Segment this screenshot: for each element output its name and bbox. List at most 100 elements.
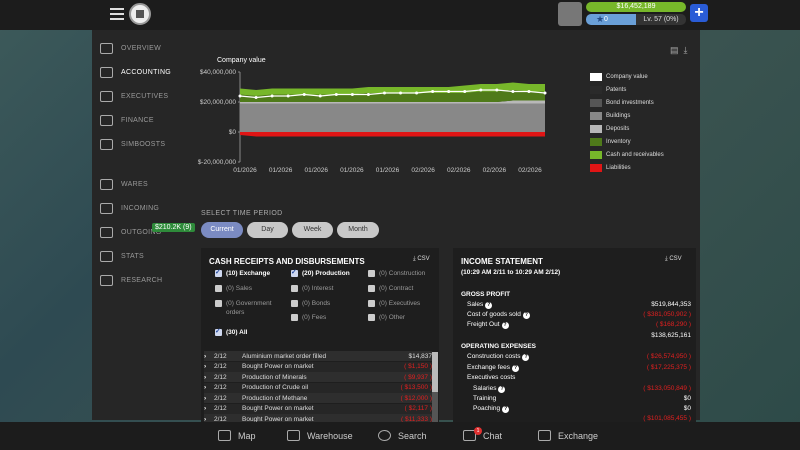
filter-checkbox[interactable]: (0) Sales [215, 284, 252, 293]
legend-item[interactable]: Bond investments [590, 96, 664, 109]
flask-icon [100, 274, 113, 286]
row-date: 2/12 [214, 373, 227, 381]
legend-item[interactable]: Inventory [590, 135, 664, 148]
period-month[interactable]: Month [337, 222, 379, 238]
table-row[interactable]: › 2/12 Production of Crude oil ( $13,500 ) [204, 382, 432, 393]
legend-item[interactable]: Cash and receivables [590, 148, 664, 161]
filter-label: (0) Construction [379, 270, 426, 277]
help-icon[interactable]: ? [522, 312, 530, 319]
income-panel [453, 248, 696, 422]
download-icon[interactable]: ⤓ [683, 45, 688, 55]
sidebar-item-finance[interactable]: FINANCE [92, 108, 192, 132]
filter-checkbox[interactable]: (0) Fees [291, 313, 326, 322]
legend-item[interactable]: Patents [590, 83, 664, 96]
nav-warehouse[interactable]: Warehouse [287, 430, 353, 441]
menu-icon[interactable] [110, 8, 124, 20]
help-icon[interactable]: ? [502, 406, 510, 413]
company-value-line [239, 89, 546, 99]
filter-checkbox[interactable]: (10) Exchange [215, 268, 270, 278]
sidebar-item-accounting[interactable]: ACCOUNTING [92, 60, 192, 84]
chevron-right-icon[interactable]: › [204, 405, 207, 412]
filter-checkbox[interactable]: (0) Contract [368, 284, 413, 293]
filter-checkbox[interactable]: (20) Production [291, 268, 350, 278]
scrollbar-thumb[interactable] [432, 352, 438, 392]
period-day[interactable]: Day [247, 222, 288, 238]
sidebar-item-label: OVERVIEW [121, 44, 162, 52]
filter-label: (30) All [226, 329, 248, 336]
outgoing-badge: $210.2K (9) [152, 223, 195, 232]
sidebar-item-label: INCOMING [121, 204, 160, 212]
sidebar-item-wares[interactable]: WARES [92, 172, 192, 196]
sidebar-item-label: FINANCE [121, 116, 154, 124]
sidebar-item-incoming[interactable]: INCOMING [92, 196, 192, 220]
sidebar-item-research[interactable]: RESEARCH [92, 268, 192, 292]
csv-label: CSV [417, 256, 430, 262]
legend-item[interactable]: Company value [590, 70, 664, 83]
nav-exchange[interactable]: Exchange [538, 430, 598, 441]
sidebar-item-stats[interactable]: STATS [92, 244, 192, 268]
area-cash-and-receivables [240, 82, 545, 96]
sidebar-item-outgoing[interactable]: OUTGOING [92, 220, 192, 244]
period-week[interactable]: Week [292, 222, 333, 238]
filter-checkbox[interactable]: (0) Bonds [291, 299, 330, 308]
income-csv-button[interactable]: ⤓ CSV [665, 256, 682, 263]
company-value-point [527, 90, 531, 93]
avatar[interactable] [558, 2, 582, 26]
chevron-right-icon[interactable]: › [204, 363, 207, 370]
table-row[interactable]: › 2/12 Aluminium market order filled $14,83… [204, 351, 432, 361]
period-current[interactable]: Current [201, 222, 243, 238]
gross-profit-heading: GROSS PROFIT [461, 291, 691, 298]
add-funds-button[interactable]: + [690, 4, 708, 22]
sidebar-item-simboosts[interactable]: SIMBOOSTS [92, 132, 192, 156]
line-label: Poaching [473, 405, 501, 412]
help-icon[interactable]: ? [501, 322, 509, 329]
cash-csv-button[interactable]: ⤓ CSV [413, 256, 430, 263]
income-range: (10:29 AM 2/11 to 10:29 AM 2/12) [461, 269, 691, 276]
legend-item[interactable]: Buildings [590, 109, 664, 122]
filter-checkbox[interactable]: (0) Interest [291, 284, 333, 293]
row-date: 2/12 [214, 352, 227, 360]
chevron-right-icon[interactable]: › [204, 415, 207, 423]
company-logo[interactable] [129, 3, 151, 25]
filter-checkbox[interactable]: (0) Government orders [215, 299, 280, 317]
filter-checkbox[interactable]: (0) Construction [368, 269, 425, 278]
chevron-right-icon[interactable]: › [204, 384, 207, 391]
company-value-point [254, 96, 258, 99]
row-amount: ( $12,000 ) [400, 394, 432, 402]
table-row[interactable]: › 2/12 Bought Power on market ( $1,150 ) [204, 361, 432, 372]
table-row[interactable]: › 2/12 Bought Power on market ( $2,117 ) [204, 403, 432, 414]
legend-item[interactable]: Deposits [590, 122, 664, 135]
x-tick-label: 01/2026 [376, 167, 400, 174]
filter-checkbox[interactable]: (30) All [215, 327, 248, 337]
legend-item[interactable]: Liabilities [590, 161, 664, 174]
help-icon[interactable]: ? [498, 386, 506, 393]
table-row[interactable]: › 2/12 Bought Power on market ( $11,333 ) [204, 414, 432, 424]
sidebar-item-executives[interactable]: EXECUTIVES [92, 84, 192, 108]
filter-label: (0) Government orders [226, 300, 272, 316]
chevron-right-icon[interactable]: › [204, 352, 207, 360]
nav-chat[interactable]: Chat [463, 430, 502, 441]
nav-search[interactable]: Search [378, 430, 427, 441]
legend-label: Deposits [606, 125, 630, 132]
help-icon[interactable]: ? [485, 302, 493, 309]
company-value-point [318, 94, 322, 98]
company-value-point [399, 91, 403, 95]
checkbox-box [291, 314, 298, 321]
help-icon[interactable]: ? [522, 354, 530, 361]
table-row[interactable]: › 2/12 Production of Minerals ( $9,937 ) [204, 372, 432, 382]
filter-checkbox[interactable]: (0) Other [368, 313, 405, 322]
document-icon[interactable]: ▤ [670, 45, 679, 55]
chevron-right-icon[interactable]: › [204, 373, 207, 381]
table-row[interactable]: › 2/12 Production of Methane ( $12,000 ) [204, 393, 432, 403]
legend-swatch [590, 124, 602, 133]
sidebar-item-overview[interactable]: OVERVIEW [92, 36, 192, 60]
filter-checkbox[interactable]: (0) Executives [368, 299, 420, 308]
chevron-right-icon[interactable]: › [204, 394, 207, 402]
row-date: 2/12 [214, 415, 227, 423]
dollar-doc-icon [100, 66, 113, 78]
nav-map[interactable]: Map [218, 430, 256, 441]
incoming-icon [100, 202, 113, 214]
chart-icon [100, 42, 113, 54]
row-description: Bought Power on market [242, 363, 314, 370]
help-icon[interactable]: ? [512, 365, 520, 372]
